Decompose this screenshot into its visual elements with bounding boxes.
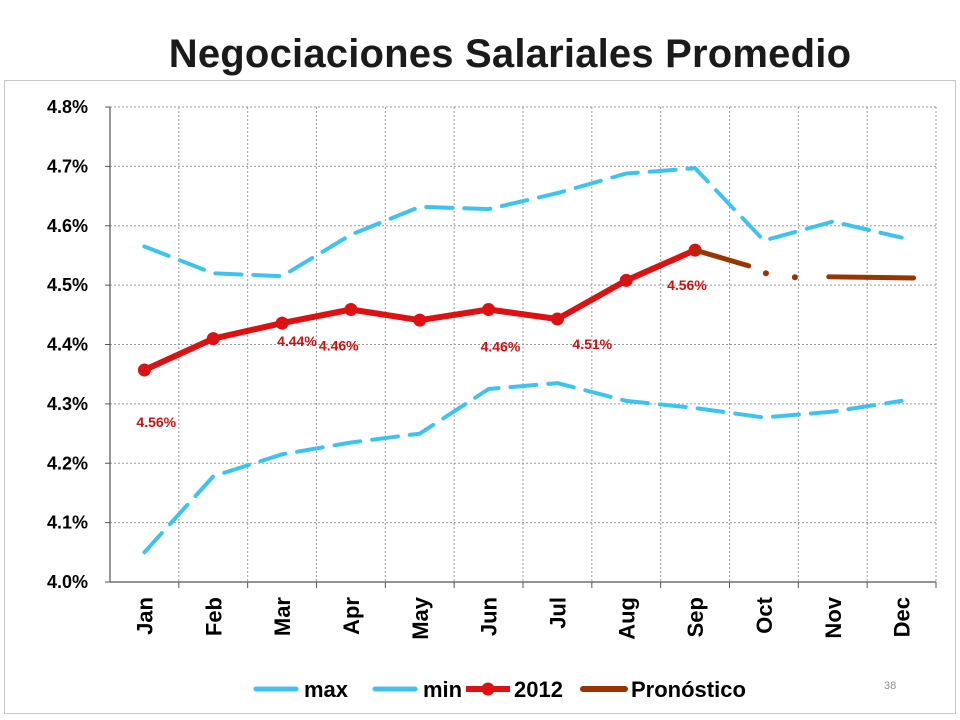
y-tick-label: 4.4%: [47, 335, 88, 355]
y-tick-label: 4.1%: [47, 513, 88, 533]
x-tick-label: Sep: [683, 597, 708, 637]
legend: max min 2012 Pronóstico: [253, 677, 746, 702]
series-lines: [137, 166, 917, 555]
x-axis-tick-labels: Jan Feb Mar Apr May Jun Jul Aug Sep Oct Nov Dec: [132, 596, 914, 640]
legend-label: 2012: [514, 677, 563, 702]
x-tick-label: Feb: [201, 597, 226, 636]
x-tick-label: Apr: [339, 597, 364, 635]
data-point-2012: [619, 273, 633, 287]
data-label: 4.51%: [572, 336, 612, 352]
y-tick-label: 4.0%: [47, 572, 88, 592]
forecast-segment: [826, 274, 917, 281]
legend-label: min: [423, 677, 462, 702]
x-tick-label: Jun: [477, 597, 502, 636]
x-tick-label: May: [408, 596, 433, 640]
slide-title: Negociaciones Salariales Promedio: [168, 32, 852, 76]
forecast-segment: [692, 247, 752, 269]
series-line-max: [142, 166, 904, 279]
y-axis-tick-labels: 4.0% 4.1% 4.2% 4.3% 4.4% 4.5% 4.6% 4.7% 4.8%: [47, 97, 88, 592]
data-label: 4.46%: [319, 337, 359, 353]
y-tick-label: 4.2%: [47, 453, 88, 473]
data-label: 4.46%: [481, 338, 521, 354]
page-number: 38: [884, 680, 897, 692]
data-point-2012: [413, 313, 427, 327]
legend-label: Pronóstico: [631, 677, 746, 702]
axes: [105, 106, 937, 588]
x-tick-label: Nov: [821, 596, 846, 638]
y-tick-label: 4.6%: [47, 216, 88, 236]
x-tick-label: Jan: [132, 597, 157, 635]
gridlines: [110, 106, 937, 582]
x-tick-label: Oct: [752, 596, 777, 633]
x-tick-label: Mar: [270, 597, 295, 637]
series-line-min: [142, 381, 904, 555]
legend-marker-2012: [481, 682, 495, 696]
chart-frame: [4, 80, 956, 714]
data-point-2012: [550, 312, 564, 326]
data-label: 4.56%: [667, 277, 707, 293]
x-tick-label: Dec: [890, 597, 915, 637]
data-label: 4.56%: [136, 414, 176, 430]
data-point-2012: [137, 363, 151, 377]
forecast-dot: [791, 274, 798, 281]
data-point-2012: [482, 302, 496, 316]
forecast-dot: [762, 270, 769, 277]
y-tick-label: 4.8%: [47, 97, 88, 117]
y-tick-label: 4.3%: [47, 394, 88, 414]
x-tick-label: Jul: [545, 597, 570, 629]
series-line-2012: [143, 247, 697, 373]
data-label: 4.44%: [277, 333, 317, 349]
y-tick-label: 4.5%: [47, 275, 88, 295]
data-point-2012: [206, 332, 220, 346]
data-point-2012: [344, 302, 358, 316]
data-labels: 4.56%4.44% 4.46% 4.46% 4.51%4.56%: [136, 277, 707, 430]
legend-label: max: [304, 677, 349, 702]
x-tick-label: Aug: [614, 597, 639, 640]
y-tick-label: 4.7%: [47, 156, 88, 176]
data-point-2012: [275, 316, 289, 330]
